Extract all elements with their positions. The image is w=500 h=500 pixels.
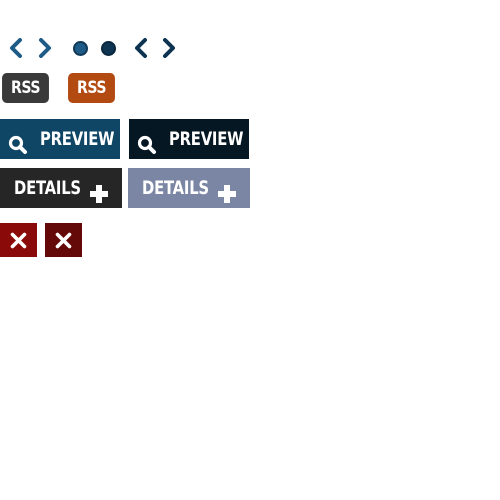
preview-label: PREVIEW xyxy=(40,128,115,150)
next-arrow-dark-button[interactable] xyxy=(161,38,177,58)
close-icon xyxy=(10,232,27,249)
details-label: DETAILS xyxy=(142,177,209,199)
rss-badge-dark[interactable]: RSS xyxy=(2,73,49,103)
rss-badge-orange[interactable]: RSS xyxy=(68,73,115,103)
pager-dot[interactable] xyxy=(101,41,116,56)
chevron-left-icon xyxy=(135,38,147,58)
pager-dot-active[interactable] xyxy=(73,41,88,56)
chevron-right-icon xyxy=(163,38,175,58)
plus-icon xyxy=(89,178,109,208)
search-icon xyxy=(8,129,28,159)
close-icon xyxy=(55,232,72,249)
prev-arrow-dark-button[interactable] xyxy=(133,38,149,58)
preview-button-blue[interactable]: PREVIEW xyxy=(0,119,120,159)
details-label: DETAILS xyxy=(14,177,81,199)
details-button-dark[interactable]: DETAILS xyxy=(0,168,122,208)
close-button-darkred[interactable] xyxy=(45,223,82,257)
prev-arrow-button[interactable] xyxy=(8,38,24,58)
next-arrow-button[interactable] xyxy=(37,38,53,58)
search-icon xyxy=(137,129,157,159)
preview-label: PREVIEW xyxy=(169,128,244,150)
chevron-right-icon xyxy=(39,38,51,58)
preview-button-dark[interactable]: PREVIEW xyxy=(129,119,249,159)
chevron-left-icon xyxy=(10,38,22,58)
close-button-red[interactable] xyxy=(0,223,37,257)
details-button-gray[interactable]: DETAILS xyxy=(128,168,250,208)
plus-icon xyxy=(217,178,237,208)
